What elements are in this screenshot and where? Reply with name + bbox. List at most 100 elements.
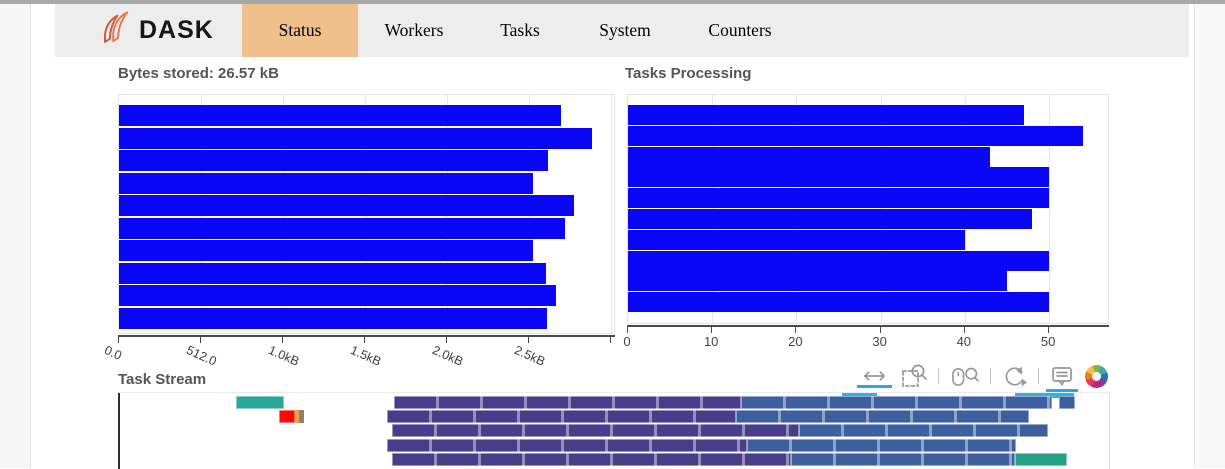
tasks-processing-plot-canvas[interactable] [627, 94, 1109, 324]
gridline [1049, 95, 1051, 323]
worker-tasks-bar [628, 250, 1050, 271]
task-stream-segment [736, 410, 1029, 423]
dask-leaf-icon [100, 9, 133, 52]
window-top-edge [0, 0, 1225, 4]
task-stream-segment [1015, 393, 1074, 398]
task-stream-segment [741, 396, 1052, 409]
x-tick-label: 2.0kB [430, 343, 466, 369]
task-stream-segment [299, 410, 304, 423]
x-tick-label: 0.0 [102, 343, 124, 363]
worker-bytes-bar [119, 150, 548, 171]
task-stream-segment [387, 410, 736, 423]
worker-tasks-bar [628, 125, 1083, 146]
worker-bytes-bar [119, 285, 556, 306]
x-tick-label: 1.0kB [266, 343, 302, 369]
axis-tick [200, 337, 201, 343]
axis-tick [610, 337, 612, 343]
task-stream-segment [236, 396, 284, 409]
task-stream-plot-canvas[interactable] [118, 392, 1110, 469]
tasks-processing-x-axis: 0 10 20 30 40 50 [623, 325, 1109, 351]
axis-tick [963, 327, 965, 333]
task-stream-segment [842, 393, 877, 398]
bokeh-toolbar [848, 362, 1108, 392]
axis-tick [528, 337, 530, 343]
task-stream-segment [791, 453, 1015, 466]
task-stream-segment [295, 410, 299, 423]
axis-tick [711, 327, 713, 333]
worker-tasks-bar [628, 229, 965, 250]
axis-tick [118, 337, 119, 343]
x-tick-label: 40 [956, 334, 972, 349]
task-stream-segment [279, 410, 295, 423]
worker-bytes-bar [119, 240, 533, 261]
x-tick-label: 512.0 [184, 343, 219, 369]
task-stream-segment [1059, 396, 1075, 409]
box-zoom-tool-icon[interactable] [899, 362, 929, 390]
task-stream-segment [747, 439, 1016, 452]
worker-bytes-bar [119, 195, 575, 216]
axis-tick [627, 327, 628, 333]
worker-tasks-bar [628, 188, 1050, 209]
tasks-processing-title: Tasks Processing [625, 65, 752, 82]
toolbar-separator [938, 368, 939, 384]
worker-bytes-bar [119, 127, 593, 149]
worker-bytes-bar [119, 172, 533, 194]
task-stream-y-axis [118, 393, 120, 469]
axis-line [627, 325, 1109, 327]
worker-bytes-bar [119, 262, 547, 284]
bytes-stored-chart: Bytes stored: 26.57 kB 0.0 512.0 1.0kB 1.5k… [102, 63, 615, 369]
hover-tool-icon[interactable] [1046, 363, 1078, 392]
task-stream-segment [1015, 453, 1067, 466]
reset-tool-icon[interactable] [1000, 363, 1029, 390]
task-stream-title: Task Stream [118, 371, 207, 388]
scrollbar-track[interactable] [1194, 4, 1225, 468]
toolbar-separator [1038, 368, 1039, 384]
tasks-processing-chart: Tasks Processing 0 10 20 30 40 50 [623, 63, 1111, 353]
navbar: DASK Status Workers Tasks System Counters [55, 4, 1189, 57]
task-stream-segment [392, 453, 791, 466]
gridline [611, 95, 613, 333]
axis-tick [879, 327, 881, 333]
task-stream-segment [394, 396, 741, 409]
task-stream-segment [799, 424, 1048, 437]
axis-tick [282, 337, 283, 343]
nav-tabs: Status Workers Tasks System Counters [242, 4, 800, 57]
left-gutter [0, 4, 31, 468]
worker-tasks-bar [628, 209, 1033, 229]
x-tick-label: 20 [788, 334, 803, 349]
x-tick-label: 1.5kB [348, 343, 384, 369]
axis-tick [795, 327, 797, 333]
axis-tick [364, 337, 366, 343]
tab-counters[interactable]: Counters [708, 20, 772, 40]
tab-tasks[interactable]: Tasks [500, 20, 540, 40]
worker-tasks-bar [628, 167, 1050, 188]
worker-tasks-bar [628, 292, 1050, 313]
pan-tool-icon[interactable] [857, 367, 892, 388]
tab-workers[interactable]: Workers [384, 20, 444, 40]
bytes-stored-title: Bytes stored: 26.57 kB [118, 65, 279, 82]
worker-tasks-bar [628, 271, 1007, 292]
x-tick-label: 30 [872, 334, 887, 349]
tab-status[interactable]: Status [242, 4, 358, 57]
bokeh-logo[interactable] [1085, 364, 1108, 388]
x-tick-label: 10 [703, 334, 719, 349]
tab-system[interactable]: System [599, 20, 651, 40]
dask-logo-text: DASK [139, 16, 214, 44]
worker-bytes-bar [119, 217, 565, 239]
axis-tick [446, 337, 448, 343]
x-tick-label: 2.5kB [512, 343, 548, 369]
task-stream-segment [387, 439, 747, 452]
x-tick-label: 50 [1040, 334, 1056, 349]
bytes-stored-plot-canvas[interactable] [118, 94, 615, 334]
wheel-zoom-tool-icon[interactable] [948, 363, 981, 390]
worker-bytes-bar [119, 105, 562, 126]
axis-tick [1048, 327, 1050, 333]
axis-line [118, 335, 615, 337]
toolbar-separator [990, 368, 991, 384]
x-tick-label: 0 [623, 334, 631, 349]
worker-bytes-bar [119, 307, 547, 329]
bytes-stored-x-axis: 0.0 512.0 1.0kB 1.5kB 2.0kB 2.5kB [102, 335, 615, 369]
dask-logo: DASK [100, 4, 214, 57]
task-stream-segment [392, 424, 799, 437]
